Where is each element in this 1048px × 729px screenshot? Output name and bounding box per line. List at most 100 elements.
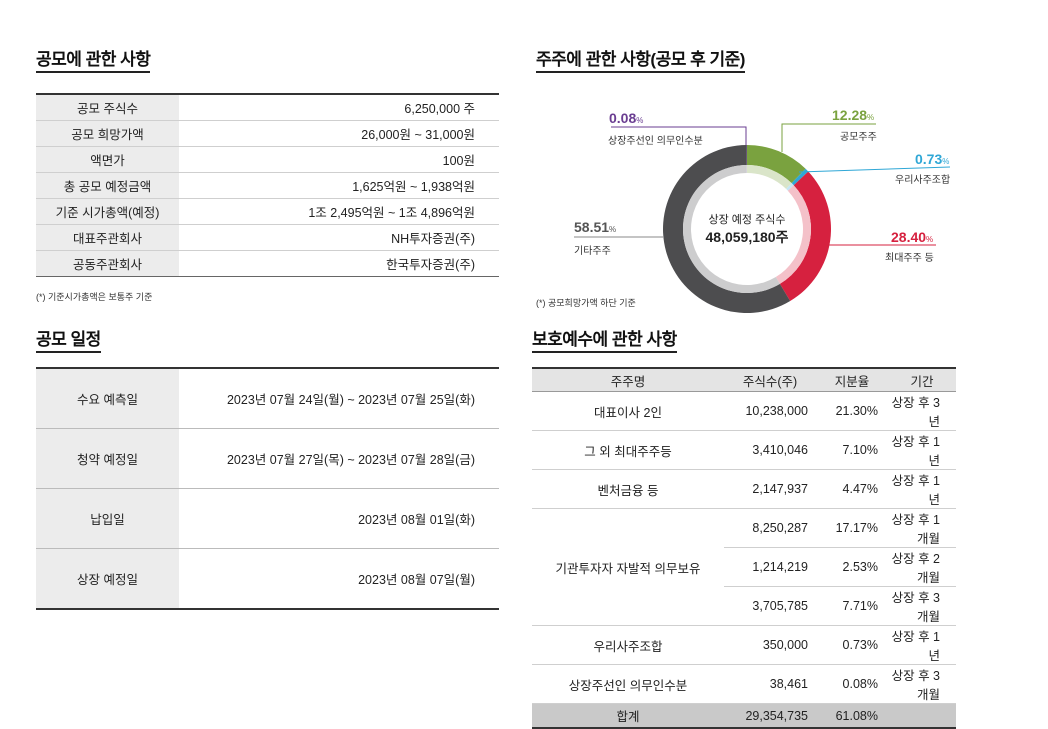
lockup-section-title: 보호예수에 관한 사항: [532, 330, 677, 353]
lockup-pct: 61.08%: [816, 704, 888, 729]
schedule-label: 수요 예측일: [36, 368, 179, 429]
offer-label: 액면가: [36, 147, 179, 173]
lockup-shares: 350,000: [724, 626, 816, 665]
offer-label: 공모 주식수: [36, 94, 179, 121]
lockup-shares: 3,410,046: [724, 431, 816, 470]
lockup-pct: 7.10%: [816, 431, 888, 470]
offer-label: 공모 희망가액: [36, 121, 179, 147]
lockup-shares: 10,238,000: [724, 392, 816, 431]
schedule-label: 납입일: [36, 489, 179, 549]
lockup-pct: 0.73%: [816, 626, 888, 665]
label-other: 기타주주: [574, 242, 611, 257]
offer-label: 대표주관회사: [36, 225, 179, 251]
schedule-value: 2023년 07월 24일(월) ~ 2023년 07월 25일(화): [179, 368, 499, 429]
label-mandatory-pct: 0.08%: [609, 110, 643, 126]
lockup-shares: 3,705,785: [724, 587, 816, 626]
offer-value: 6,250,000 주: [179, 94, 499, 121]
lockup-shares: 2,147,937: [724, 470, 816, 509]
label-public: 공모주주: [840, 128, 877, 143]
schedule-value: 2023년 07월 27일(목) ~ 2023년 07월 28일(금): [179, 429, 499, 489]
donut-slice-esop: [792, 169, 809, 185]
lockup-pct: 17.17%: [816, 509, 888, 548]
offer-row: 기준 시가총액(예정)1조 2,495억원 ~ 1조 4,896억원: [36, 199, 499, 225]
label-public-pct: 12.28%: [832, 107, 874, 123]
offer-value: 1,625억원 ~ 1,938억원: [179, 173, 499, 199]
offer-note: (*) 기준시가총액은 보통주 기준: [36, 290, 152, 303]
label-esop: 우리사주조합: [895, 171, 950, 186]
offer-section-title: 공모에 관한 사항: [36, 50, 150, 73]
offer-value: 1조 2,495억원 ~ 1조 4,896억원: [179, 199, 499, 225]
lockup-period: 상장 후 1년: [888, 431, 956, 470]
lockup-shares: 29,354,735: [724, 704, 816, 729]
offer-label: 기준 시가총액(예정): [36, 199, 179, 225]
lockup-pct: 7.71%: [816, 587, 888, 626]
lockup-header-cell: 주식수(주): [724, 368, 816, 392]
donut-inner-slice-public: [747, 165, 792, 189]
lockup-period: 상장 후 1개월: [888, 509, 956, 548]
lockup-period: [888, 704, 956, 729]
lockup-period: 상장 후 1년: [888, 470, 956, 509]
lockup-period: 상장 후 3년: [888, 392, 956, 431]
shareholder-section-title: 주주에 관한 사항(공모 후 기준): [536, 50, 745, 73]
lockup-pct: 0.08%: [816, 665, 888, 704]
lockup-pct: 4.47%: [816, 470, 888, 509]
offer-value: 한국투자증권(주): [179, 251, 499, 277]
schedule-value: 2023년 08월 01일(화): [179, 489, 499, 549]
lockup-period: 상장 후 3개월: [888, 665, 956, 704]
lockup-shares: 1,214,219: [724, 548, 816, 587]
lockup-shares: 38,461: [724, 665, 816, 704]
lockup-name: 기관투자자 자발적 의무보유: [532, 509, 724, 626]
lockup-header-cell: 지분율: [816, 368, 888, 392]
offer-value: NH투자증권(주): [179, 225, 499, 251]
donut-inner-slice-esop: [786, 183, 794, 191]
label-mandatory: 상장주선인 의무인수분: [608, 132, 703, 147]
label-other-pct: 58.51%: [574, 219, 616, 235]
donut-center-value: 48,059,180주: [672, 227, 822, 247]
offer-label: 공동주관회사: [36, 251, 179, 277]
lockup-period: 상장 후 3개월: [888, 587, 956, 626]
lockup-pct: 21.30%: [816, 392, 888, 431]
donut-center-label: 상장 예정 주식수: [672, 211, 822, 227]
lockup-name: 그 외 최대주주등: [532, 431, 724, 470]
schedule-label: 상장 예정일: [36, 549, 179, 610]
lockup-shares: 8,250,287: [724, 509, 816, 548]
lockup-name: 우리사주조합: [532, 626, 724, 665]
offer-value: 26,000원 ~ 31,000원: [179, 121, 499, 147]
offer-label: 총 공모 예정금액: [36, 173, 179, 199]
schedule-section-title: 공모 일정: [36, 330, 101, 353]
lockup-name: 대표이사 2인: [532, 392, 724, 431]
label-esop-pct: 0.73%: [915, 151, 949, 167]
lockup-pct: 2.53%: [816, 548, 888, 587]
label-major: 최대주주 등: [885, 249, 934, 264]
lockup-period: 상장 후 1년: [888, 626, 956, 665]
schedule-label: 청약 예정일: [36, 429, 179, 489]
lockup-name: 벤처금융 등: [532, 470, 724, 509]
lockup-name: 상장주선인 의무인수분: [532, 665, 724, 704]
lockup-period: 상장 후 2개월: [888, 548, 956, 587]
label-major-pct: 28.40%: [891, 229, 933, 245]
offer-value: 100원: [179, 147, 499, 173]
lockup-header-cell: 기간: [888, 368, 956, 392]
lockup-header-cell: 주주명: [532, 368, 724, 392]
shareholder-note: (*) 공모희망가액 하단 기준: [536, 296, 636, 309]
